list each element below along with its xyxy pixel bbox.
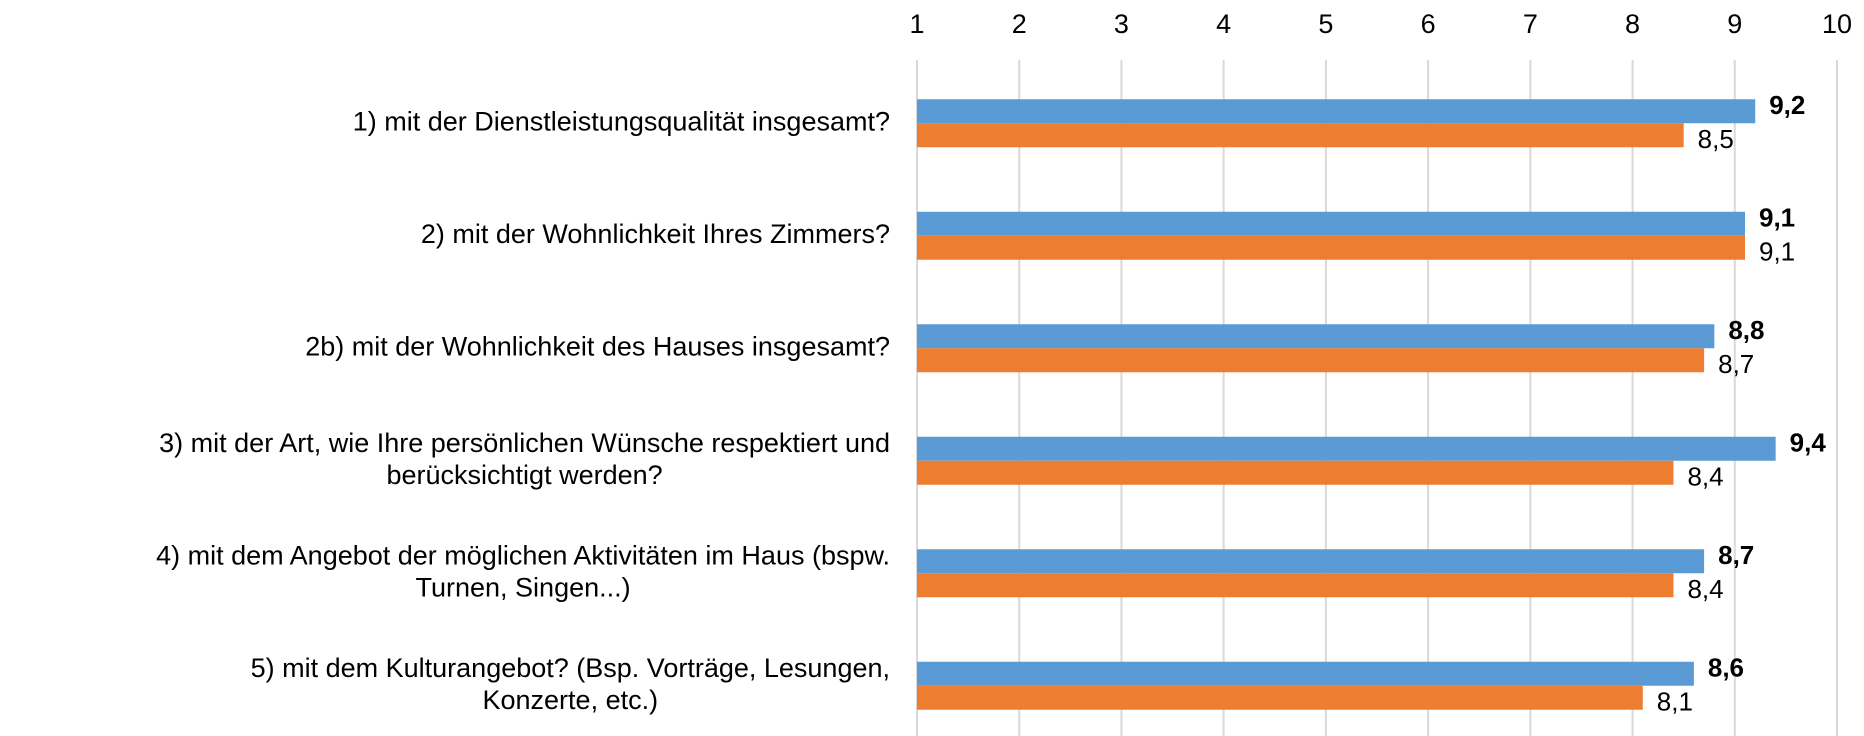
value-label: 9,1 [1759, 203, 1795, 233]
y-tick-label: 3) mit der Art, wie Ihre persönlichen Wü… [159, 428, 890, 458]
y-tick-label: Konzerte, etc.) [483, 685, 659, 715]
x-tick-label: 5 [1318, 9, 1333, 39]
x-tick-label: 1 [909, 9, 924, 39]
y-tick-label: berücksichtigt werden? [387, 460, 663, 490]
x-tick-label: 8 [1625, 9, 1640, 39]
x-tick-label: 7 [1523, 9, 1538, 39]
value-label: 8,1 [1657, 687, 1693, 717]
bar [917, 324, 1715, 349]
y-tick-label: Turnen, Singen...) [416, 572, 631, 602]
bar [917, 573, 1674, 598]
value-label: 8,4 [1687, 462, 1723, 492]
y-tick-label: 2b) mit der Wohnlichkeit des Hauses insg… [305, 331, 890, 361]
y-tick-label: 5) mit dem Kulturangebot? (Bsp. Vorträge… [251, 653, 890, 683]
x-tick-label: 6 [1421, 9, 1436, 39]
y-tick-label: 1) mit der Dienstleistungsqualität insge… [353, 106, 890, 136]
value-label: 8,6 [1708, 653, 1744, 683]
y-tick-label: 2) mit der Wohnlichkeit Ihres Zimmers? [421, 219, 890, 249]
y-tick-label: 4) mit dem Angebot der möglichen Aktivit… [156, 540, 890, 570]
bar [917, 436, 1776, 461]
value-label: 8,5 [1698, 124, 1734, 154]
value-label: 9,2 [1769, 90, 1805, 120]
value-label: 8,8 [1728, 315, 1764, 345]
bar [917, 348, 1705, 373]
x-tick-label: 4 [1216, 9, 1231, 39]
bar [917, 460, 1674, 485]
bar [917, 661, 1694, 686]
bar [917, 549, 1705, 574]
value-label: 9,4 [1790, 428, 1827, 458]
value-label: 8,7 [1718, 349, 1754, 379]
bar [917, 211, 1745, 236]
bar [917, 99, 1756, 124]
x-tick-label: 2 [1012, 9, 1027, 39]
bar [917, 123, 1684, 148]
bar [917, 685, 1643, 710]
value-label: 9,1 [1759, 237, 1795, 267]
value-label: 8,4 [1687, 574, 1723, 604]
x-tick-label: 10 [1822, 9, 1852, 39]
bar [917, 235, 1745, 260]
x-tick-label: 9 [1727, 9, 1742, 39]
x-tick-label: 3 [1114, 9, 1129, 39]
value-label: 8,7 [1718, 540, 1754, 570]
